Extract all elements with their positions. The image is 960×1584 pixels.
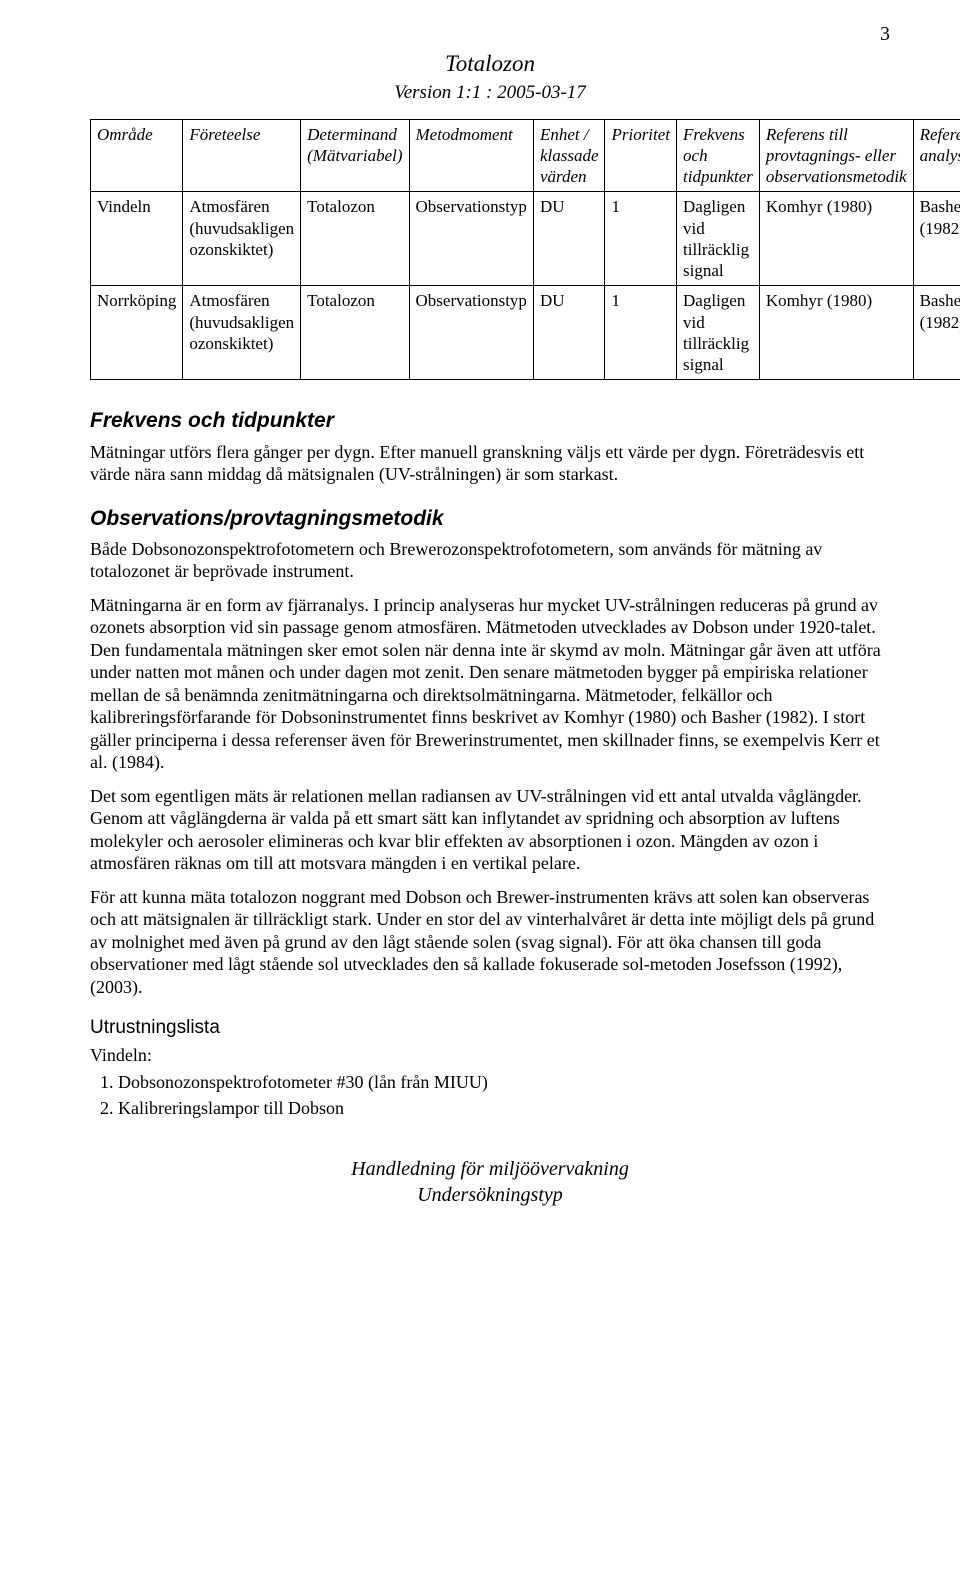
section-heading: Utrustningslista: [90, 1016, 890, 1040]
cell: Basher (1982): [913, 286, 960, 380]
cell: 1: [605, 192, 677, 286]
section-heading: Observations/provtagningsmetodik: [90, 506, 890, 532]
col-header: Frekvens och tidpunkter: [677, 119, 760, 192]
cell: Observationstyp: [409, 192, 533, 286]
table-header-row: Område Företeelse Determinand (Mätvariab…: [91, 119, 960, 192]
doc-title: Totalozon: [90, 50, 890, 79]
cell: Observationstyp: [409, 286, 533, 380]
body-paragraph: Det som egentligen mäts är relationen me…: [90, 785, 890, 875]
page-number: 3: [880, 22, 890, 47]
table-row: Vindeln Atmosfären (huvudsakligen ozonsk…: [91, 192, 960, 286]
subheading: Vindeln:: [90, 1044, 890, 1067]
footer-line: Handledning för miljöövervakning: [90, 1156, 890, 1182]
cell: Atmosfären (huvudsakligen ozonskiktet): [183, 192, 301, 286]
cell: Dagligen vid tillräcklig signal: [677, 286, 760, 380]
cell: Dagligen vid tillräcklig signal: [677, 192, 760, 286]
col-header: Referens till provtagnings- eller observ…: [759, 119, 913, 192]
cell: 1: [605, 286, 677, 380]
col-header: Determinand (Mätvariabel): [301, 119, 409, 192]
col-header: Område: [91, 119, 183, 192]
body-paragraph: Mätningarna är en form av fjärranalys. I…: [90, 594, 890, 774]
footer-line: Undersökningstyp: [90, 1182, 890, 1208]
cell: Totalozon: [301, 286, 409, 380]
cell: Totalozon: [301, 192, 409, 286]
page-footer: Handledning för miljöövervakning Undersö…: [90, 1156, 890, 1208]
cell: Vindeln: [91, 192, 183, 286]
cell: Atmosfären (huvudsakligen ozonskiktet): [183, 286, 301, 380]
cell: DU: [533, 192, 605, 286]
body-paragraph: För att kunna mäta totalozon noggrant me…: [90, 886, 890, 999]
cell: Komhyr (1980): [759, 286, 913, 380]
equipment-list: Dobsonozonspektrofotometer #30 (lån från…: [118, 1071, 890, 1120]
body-paragraph: Mätningar utförs flera gånger per dygn. …: [90, 441, 890, 486]
body-paragraph: Både Dobsonozonspektrofotometern och Bre…: [90, 538, 890, 583]
list-item: Dobsonozonspektrofotometer #30 (lån från…: [118, 1071, 890, 1094]
cell: Komhyr (1980): [759, 192, 913, 286]
col-header: Enhet / klassade värden: [533, 119, 605, 192]
cell: DU: [533, 286, 605, 380]
table-row: Norrköping Atmosfären (huvudsakligen ozo…: [91, 286, 960, 380]
cell: Norrköping: [91, 286, 183, 380]
col-header: Prioritet: [605, 119, 677, 192]
cell: Basher (1982): [913, 192, 960, 286]
list-item: Kalibreringslampor till Dobson: [118, 1097, 890, 1120]
data-table: Område Företeelse Determinand (Mätvariab…: [90, 119, 960, 381]
col-header: Företeelse: [183, 119, 301, 192]
col-header: Metodmoment: [409, 119, 533, 192]
section-heading: Frekvens och tidpunkter: [90, 408, 890, 434]
col-header: Referens till analysmetod: [913, 119, 960, 192]
doc-subtitle: Version 1:1 : 2005-03-17: [90, 81, 890, 105]
